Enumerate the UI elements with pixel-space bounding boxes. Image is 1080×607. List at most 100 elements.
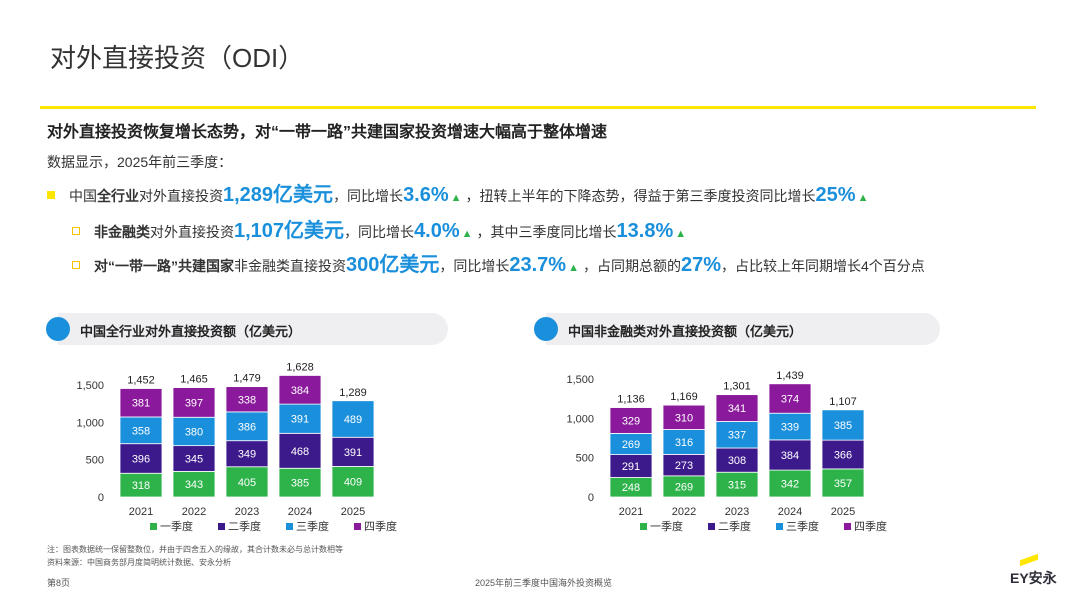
data-label: 308 — [728, 455, 746, 467]
up-triangle-icon: ▲ — [461, 228, 473, 240]
bullet-3: 对“一带一路”共建国家非金融类直接投资300亿美元，同比增长23.7% ▲ ，占同期… — [72, 253, 1002, 280]
y-tick-label: 0 — [588, 492, 594, 504]
bar-segment — [331, 400, 375, 438]
circle-icon — [46, 317, 70, 341]
chart1-header: 中国全行业对外直接投资额（亿美元） — [46, 313, 448, 345]
data-label: 269 — [675, 481, 693, 493]
chart2-title: 中国非金融类对外直接投资额（亿美元） — [568, 324, 803, 339]
bar-segment — [609, 407, 653, 434]
data-label: 273 — [675, 460, 693, 472]
highlight-value: 23.7% — [509, 254, 567, 276]
data-label: 405 — [238, 477, 256, 489]
x-tick-label: 2025 — [831, 506, 855, 518]
data-label: 386 — [238, 421, 256, 433]
up-triangle-icon: ▲ — [450, 192, 462, 204]
chart1-title: 中国全行业对外直接投资额（亿美元） — [80, 324, 302, 339]
bar-segment — [172, 416, 216, 447]
data-label: 248 — [622, 482, 640, 494]
total-label: 1,628 — [286, 361, 314, 373]
legend-swatch — [640, 523, 647, 530]
bar-segment — [225, 440, 269, 468]
data-label: 489 — [344, 414, 362, 426]
y-tick-label: 0 — [98, 492, 104, 504]
bar-segment — [715, 394, 759, 422]
data-label: 318 — [132, 480, 150, 492]
total-label: 1,301 — [723, 381, 751, 393]
legend-label: 二季度 — [228, 519, 261, 533]
bullet-hollow-square-icon — [72, 261, 80, 269]
legend-label: 四季度 — [854, 519, 887, 533]
data-label: 366 — [834, 450, 852, 462]
footnote: 注：图表数据统一保留整数位，并由于四舍五入的缘故，其合计数未必与总计数相等 资料… — [47, 543, 343, 569]
bar-segment — [172, 387, 216, 418]
data-label: 391 — [344, 447, 362, 459]
data-label: 358 — [132, 425, 150, 437]
bar-segment — [821, 409, 865, 441]
x-tick-label: 2023 — [235, 506, 259, 518]
data-label: 409 — [344, 477, 362, 489]
x-tick-label: 2023 — [725, 506, 749, 518]
highlight-value: 1,107亿美元 — [234, 220, 345, 242]
data-label: 391 — [291, 414, 309, 426]
y-tick-label: 1,500 — [76, 380, 104, 392]
highlight-value: 27% — [680, 254, 722, 276]
data-label: 269 — [622, 439, 640, 451]
logo-mark — [1020, 553, 1038, 567]
circle-icon — [534, 317, 558, 341]
ey-logo: EY安永 — [1010, 570, 1057, 586]
legend-swatch — [708, 523, 715, 530]
headline: 对外直接投资恢复增长态势，对“一带一路”共建国家投资增速大幅高于整体增速 — [47, 124, 608, 141]
bar-segment — [715, 471, 759, 498]
data-label: 396 — [132, 453, 150, 465]
highlight-value: 13.8% — [616, 220, 674, 242]
x-tick-label: 2024 — [778, 506, 802, 518]
data-label: 384 — [781, 450, 799, 462]
total-label: 1,289 — [339, 387, 367, 399]
highlight-value: 4.0% — [414, 220, 460, 242]
data-label: 342 — [781, 479, 799, 491]
data-label: 343 — [185, 479, 203, 491]
y-tick-label: 500 — [86, 455, 104, 467]
data-label: 384 — [291, 385, 309, 397]
bar-segment — [278, 375, 322, 405]
data-label: 329 — [622, 415, 640, 427]
y-tick-label: 1,000 — [566, 413, 594, 425]
x-tick-label: 2024 — [288, 506, 312, 518]
data-label: 316 — [675, 437, 693, 449]
up-triangle-icon: ▲ — [568, 262, 579, 274]
bar-segment — [768, 383, 812, 414]
footer-title: 2025年前三季度中国海外投资概览 — [475, 578, 613, 588]
data-label: 374 — [781, 394, 799, 406]
data-label: 291 — [622, 461, 640, 473]
legend-swatch — [354, 523, 361, 530]
x-tick-label: 2022 — [182, 506, 206, 518]
bullet-2: 非金融类对外直接投资1,107亿美元，同比增长4.0% ▲ ，其中三季度同比增长13… — [72, 214, 690, 243]
data-label: 310 — [675, 412, 693, 424]
y-tick-label: 500 — [576, 453, 594, 465]
total-label: 1,479 — [233, 373, 261, 385]
data-label: 385 — [291, 478, 309, 490]
bullet-square-icon — [47, 191, 55, 199]
total-label: 1,107 — [829, 396, 857, 408]
x-tick-label: 2022 — [672, 506, 696, 518]
highlight-value: 1,289亿美元 — [223, 184, 334, 206]
bar-segment — [278, 467, 322, 498]
data-label: 338 — [238, 394, 256, 406]
bar-segment — [119, 388, 163, 418]
bullet-1: 中国全行业对外直接投资1,289亿美元，同比增长3.6% ▲ ，扭转上半年的下降态势… — [47, 178, 872, 207]
y-tick-label: 1,000 — [76, 417, 104, 429]
bar-segment — [821, 439, 865, 470]
bar-segment — [119, 443, 163, 474]
legend-label: 一季度 — [650, 519, 683, 533]
data-label: 345 — [185, 454, 203, 466]
bar-segment — [715, 421, 759, 449]
data-label: 380 — [185, 426, 203, 438]
chart2-header: 中国非金融类对外直接投资额（亿美元） — [534, 313, 940, 345]
total-label: 1,439 — [776, 370, 804, 382]
bar-segment — [768, 412, 812, 441]
total-label: 1,465 — [180, 374, 208, 386]
bullet-hollow-square-icon — [72, 227, 80, 235]
bar-segment — [225, 386, 269, 413]
total-label: 1,136 — [617, 394, 645, 406]
x-tick-label: 2021 — [129, 506, 153, 518]
